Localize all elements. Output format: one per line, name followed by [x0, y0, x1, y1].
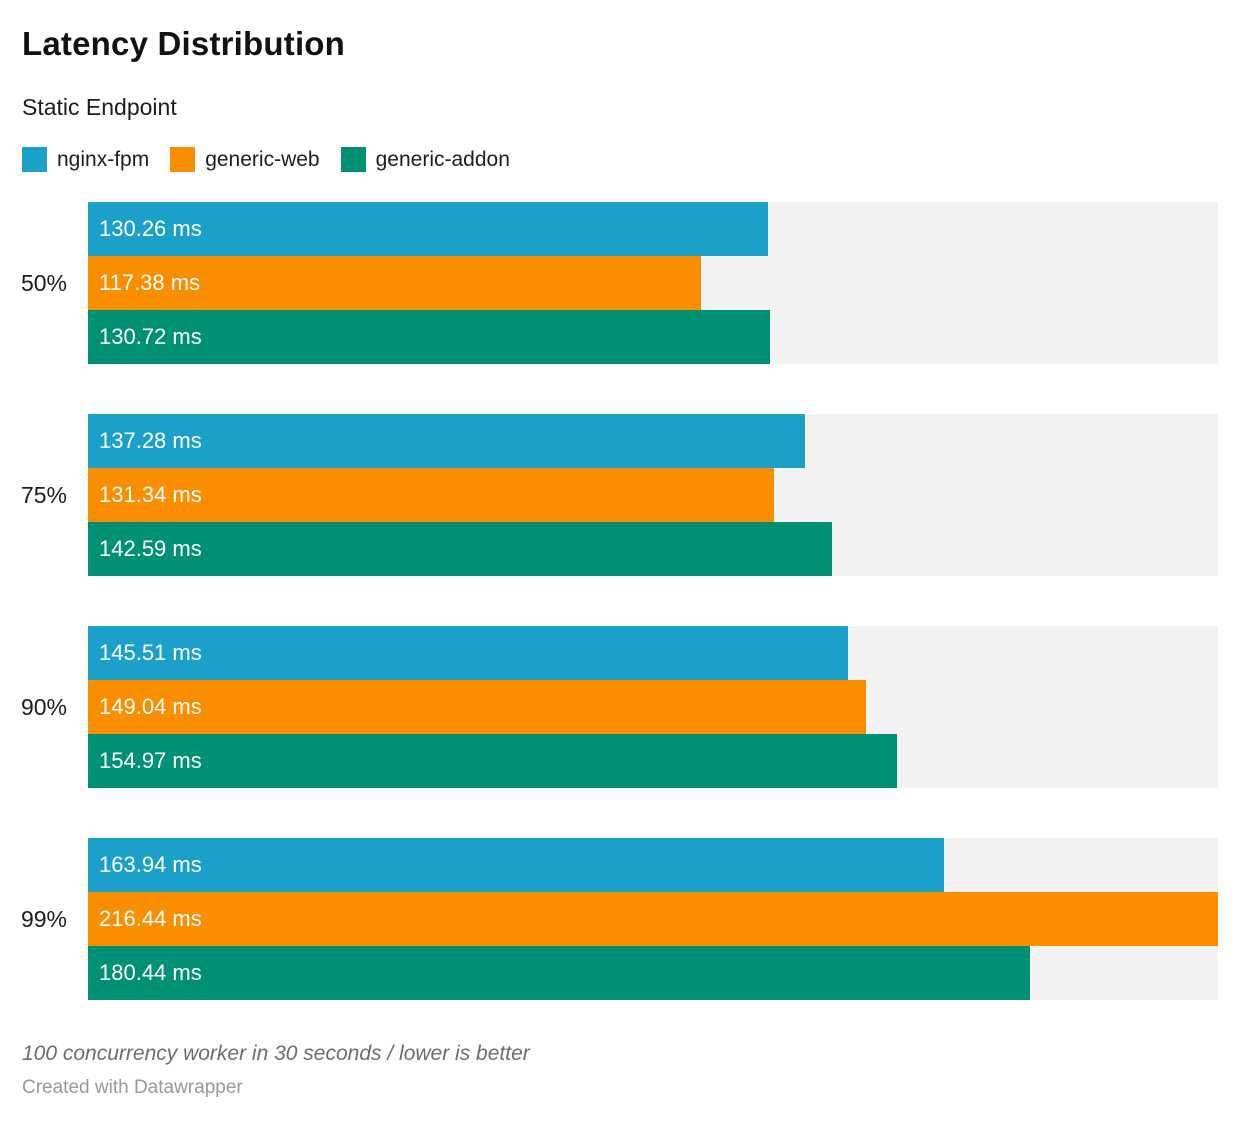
chart-header: Latency Distribution Static Endpoint: [0, 0, 1240, 120]
bar-nginx-fpm: 130.26 ms: [88, 202, 769, 256]
legend-label: generic-web: [205, 147, 320, 171]
bar-track: 180.44 ms: [88, 946, 1218, 1000]
bar-value-label: 117.38 ms: [99, 270, 201, 295]
bar-track: 145.51 ms: [88, 626, 1218, 680]
bar-group-tracks: 163.94 ms 216.44 ms 180.44 ms: [88, 838, 1218, 1000]
legend-swatch-icon: [340, 147, 366, 172]
bar-track: 131.34 ms: [88, 468, 1218, 522]
bar-track: 130.72 ms: [88, 310, 1218, 364]
bar-value-label: 154.97 ms: [99, 748, 202, 773]
bar-track: 216.44 ms: [88, 892, 1218, 946]
bar-generic-addon: 130.72 ms: [88, 310, 771, 364]
chart-footnote: 100 concurrency worker in 30 seconds / l…: [22, 1042, 530, 1065]
legend: nginx-fpm generic-web generic-addon: [22, 147, 1218, 172]
bar-track: 142.59 ms: [88, 522, 1218, 576]
bar-value-label: 149.04 ms: [99, 694, 202, 719]
bar-value-label: 180.44 ms: [99, 960, 202, 985]
chart-title: Latency Distribution: [22, 25, 346, 62]
category-label: 75%: [20, 481, 67, 508]
bar-generic-addon: 142.59 ms: [88, 522, 833, 576]
bar-value-label: 131.34 ms: [99, 482, 202, 507]
legend-item-nginx-fpm: nginx-fpm: [22, 147, 149, 172]
plot-area: 50% 130.26 ms 117.38 ms 130.72 ms: [0, 202, 1240, 1000]
bar-generic-web: 117.38 ms: [88, 256, 701, 310]
legend-label: generic-addon: [375, 147, 510, 171]
category-label: 90%: [20, 693, 67, 720]
bar-group-tracks: 137.28 ms 131.34 ms 142.59 ms: [88, 414, 1218, 576]
bar-group-p75: 75% 137.28 ms 131.34 ms 142.59 ms: [0, 414, 1240, 576]
chart-subtitle: Static Endpoint: [22, 94, 177, 120]
category-label: 99%: [20, 905, 67, 932]
bar-value-label: 142.59 ms: [99, 536, 202, 561]
bar-group-p99: 99% 163.94 ms 216.44 ms 180.44 ms: [0, 838, 1240, 1000]
bar-nginx-fpm: 145.51 ms: [88, 626, 848, 680]
bar-track: 130.26 ms: [88, 202, 1218, 256]
bar-nginx-fpm: 163.94 ms: [88, 838, 944, 892]
bar-generic-addon: 154.97 ms: [88, 734, 898, 788]
bar-group-p50: 50% 130.26 ms 117.38 ms 130.72 ms: [0, 202, 1240, 364]
legend-item-generic-web: generic-web: [170, 147, 320, 172]
bar-generic-addon: 180.44 ms: [88, 946, 1031, 1000]
bar-value-label: 145.51 ms: [99, 640, 202, 665]
category-label: 50%: [20, 269, 67, 296]
legend-item-generic-addon: generic-addon: [340, 147, 510, 172]
bar-track: 163.94 ms: [88, 838, 1218, 892]
bar-value-label: 137.28 ms: [99, 428, 202, 453]
bar-generic-web: 131.34 ms: [88, 468, 774, 522]
bar-track: 117.38 ms: [88, 256, 1218, 310]
bar-value-label: 130.26 ms: [99, 216, 202, 241]
bar-group-tracks: 130.26 ms 117.38 ms 130.72 ms: [88, 202, 1218, 364]
bar-value-label: 130.72 ms: [99, 324, 202, 349]
bar-value-label: 163.94 ms: [99, 852, 202, 877]
bar-generic-web: 149.04 ms: [88, 680, 867, 734]
bar-track: 149.04 ms: [88, 680, 1218, 734]
legend-swatch-icon: [170, 147, 196, 172]
bar-group-p90: 90% 145.51 ms 149.04 ms 154.97 ms: [0, 626, 1240, 788]
bar-group-tracks: 145.51 ms 149.04 ms 154.97 ms: [88, 626, 1218, 788]
bar-track: 154.97 ms: [88, 734, 1218, 788]
chart-byline: Created with Datawrapper: [22, 1077, 243, 1098]
bar-track: 137.28 ms: [88, 414, 1218, 468]
bar-generic-web: 216.44 ms: [88, 892, 1218, 946]
bar-nginx-fpm: 137.28 ms: [88, 414, 805, 468]
bar-value-label: 216.44 ms: [99, 906, 202, 931]
legend-label: nginx-fpm: [57, 147, 150, 171]
legend-swatch-icon: [22, 147, 47, 172]
